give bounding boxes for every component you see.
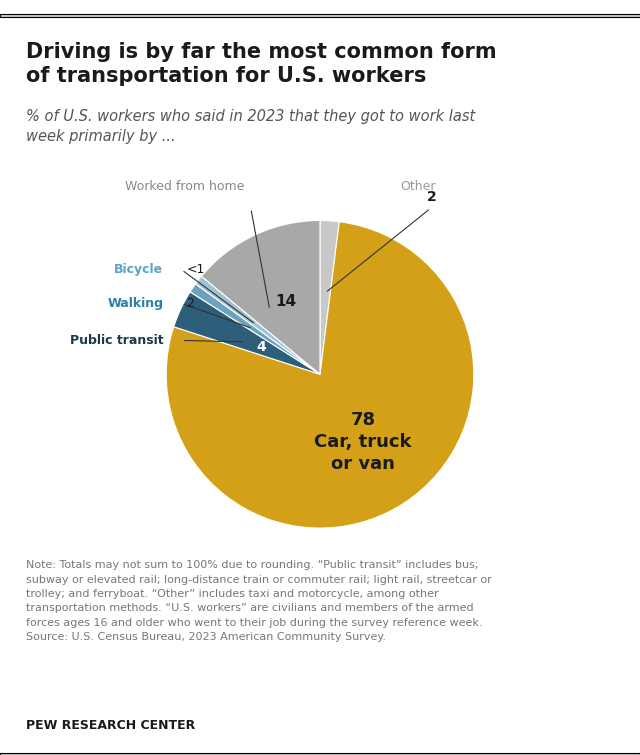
Text: Walking: Walking <box>107 297 163 310</box>
Text: Worked from home: Worked from home <box>125 180 244 193</box>
Wedge shape <box>173 292 320 374</box>
Text: 78
Car, truck
or van: 78 Car, truck or van <box>314 411 412 473</box>
Text: 2: 2 <box>427 190 436 205</box>
Wedge shape <box>202 220 320 374</box>
Text: PEW RESEARCH CENTER: PEW RESEARCH CENTER <box>26 719 195 732</box>
Wedge shape <box>190 284 320 374</box>
Text: Driving is by far the most common form
of transportation for U.S. workers: Driving is by far the most common form o… <box>26 42 496 86</box>
Wedge shape <box>320 220 339 374</box>
Wedge shape <box>196 276 320 374</box>
Text: 2: 2 <box>186 297 194 310</box>
Text: Bicycle: Bicycle <box>114 263 163 276</box>
Text: 14: 14 <box>275 294 296 310</box>
Text: Other: Other <box>400 180 435 193</box>
Text: <1: <1 <box>186 263 205 276</box>
Text: Note: Totals may not sum to 100% due to rounding. “Public transit” includes bus;: Note: Totals may not sum to 100% due to … <box>26 560 492 643</box>
Text: % of U.S. workers who said in 2023 that they got to work last
week primarily by : % of U.S. workers who said in 2023 that … <box>26 109 475 144</box>
Text: 4: 4 <box>257 340 266 354</box>
Wedge shape <box>166 222 474 528</box>
Text: Public transit: Public transit <box>70 334 163 347</box>
